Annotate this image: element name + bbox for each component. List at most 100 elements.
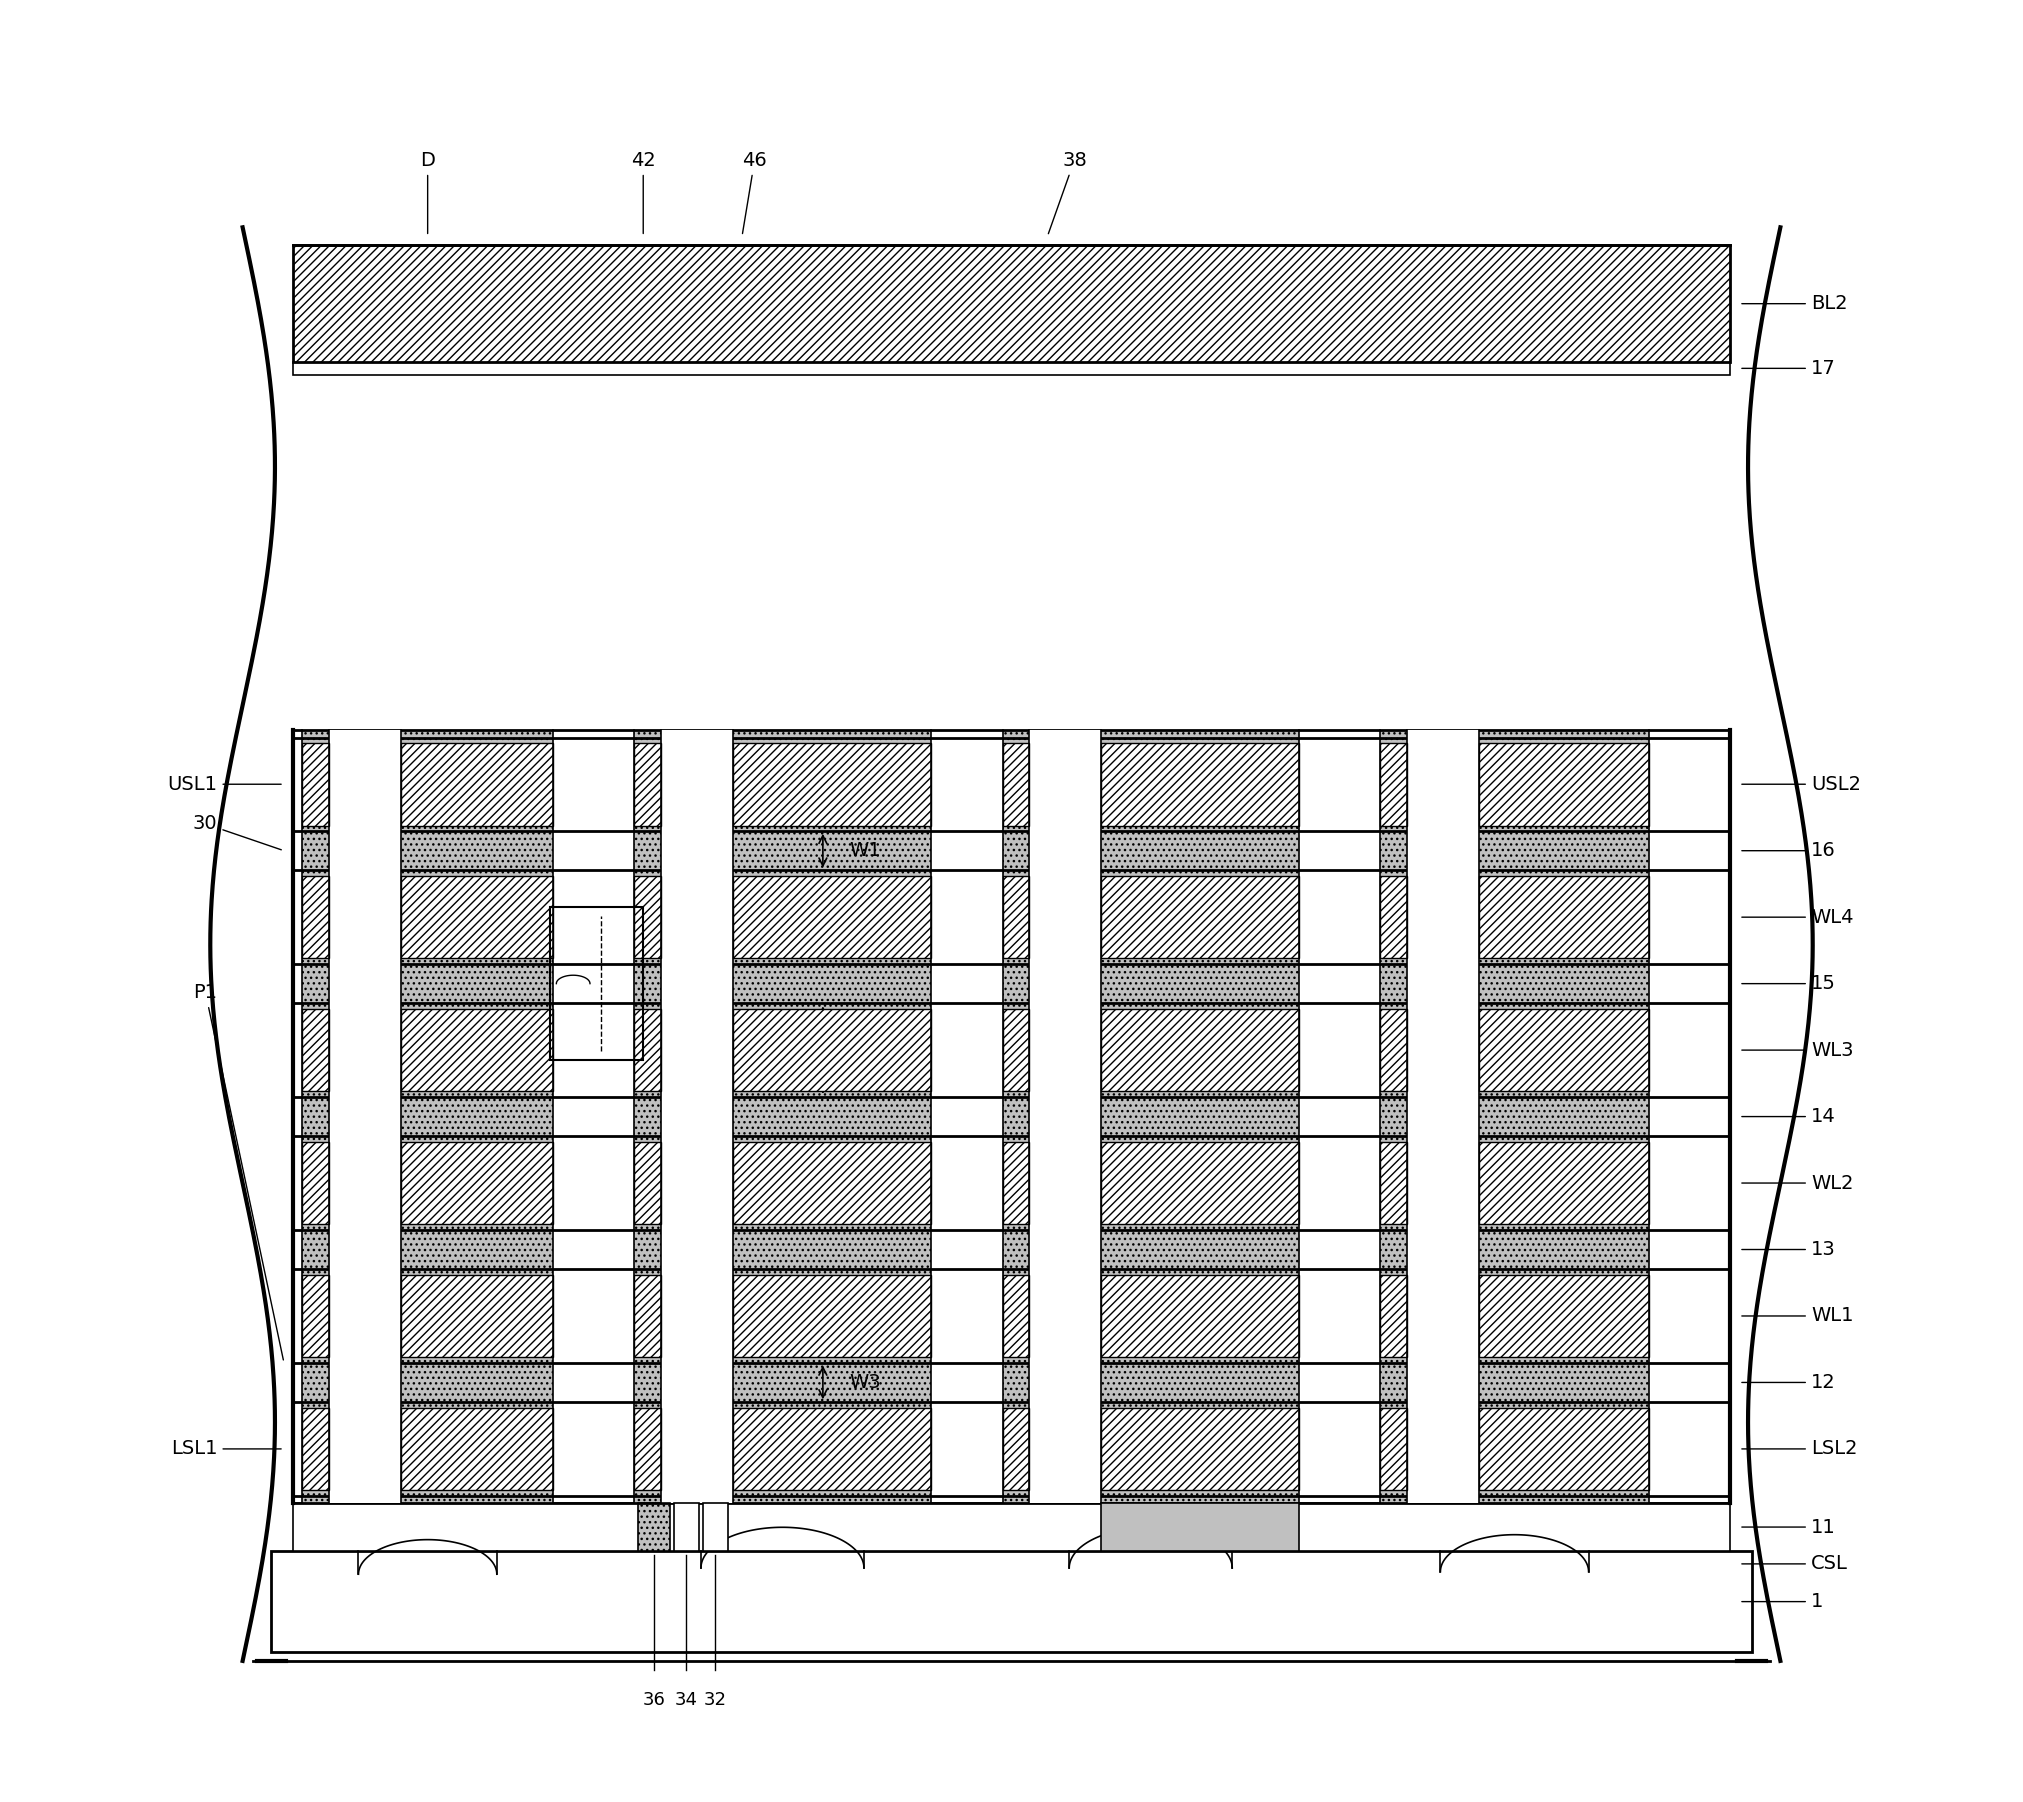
Bar [1479, 1274, 1649, 1357]
Text: WL3: WL3 [1742, 1040, 1853, 1060]
Bar [732, 1009, 931, 1092]
Bar [1101, 1142, 1299, 1224]
Text: W1: W1 [850, 842, 882, 860]
Bar [635, 1009, 662, 1092]
Bar [1003, 1142, 1030, 1224]
Bar [635, 876, 662, 959]
Bar [1101, 1274, 1299, 1357]
Bar [702, 1503, 728, 1552]
Bar [732, 1009, 931, 1092]
Bar [1479, 1407, 1649, 1490]
Bar [635, 1142, 662, 1224]
Bar [1003, 1407, 1030, 1490]
Bar [1380, 876, 1406, 959]
Bar [1101, 1407, 1299, 1490]
Bar [732, 742, 931, 825]
Bar [732, 742, 931, 825]
Bar [1003, 730, 1030, 1503]
Bar [401, 876, 554, 959]
Bar [550, 906, 643, 1060]
Bar [732, 876, 931, 959]
Bar [732, 876, 931, 959]
Bar [1380, 876, 1406, 959]
Bar [635, 730, 662, 1503]
Bar [1101, 876, 1299, 959]
Bar [271, 1552, 1752, 1652]
Bar [1101, 1142, 1299, 1224]
Text: 14: 14 [1742, 1106, 1835, 1126]
Bar [293, 730, 1730, 1503]
Bar [1479, 730, 1649, 1503]
Bar [401, 1407, 554, 1490]
Bar [1479, 742, 1649, 825]
Text: 46: 46 [742, 151, 767, 234]
Bar [1101, 730, 1299, 1503]
Bar [401, 1274, 554, 1357]
Bar [293, 245, 1730, 362]
Bar [401, 1009, 554, 1092]
Bar [1101, 742, 1299, 825]
Bar [1101, 1009, 1299, 1092]
Bar [401, 1274, 554, 1357]
Bar [301, 1009, 330, 1092]
Bar [1406, 730, 1479, 1503]
Bar [1003, 730, 1030, 1503]
Bar [1479, 1274, 1649, 1357]
Text: USL2: USL2 [1742, 775, 1861, 793]
Bar [401, 742, 554, 825]
Bar [301, 1274, 330, 1357]
Text: 38: 38 [1048, 151, 1086, 234]
Text: USL1: USL1 [168, 775, 281, 793]
Text: P1: P1 [194, 984, 283, 1361]
Bar [1479, 1142, 1649, 1224]
Text: 36: 36 [643, 1692, 666, 1710]
Bar [732, 1274, 931, 1357]
Bar [301, 876, 330, 959]
Bar [732, 1142, 931, 1224]
Text: 11: 11 [1742, 1517, 1835, 1537]
Text: D: D [421, 151, 435, 234]
Bar [330, 730, 401, 1503]
Text: 16: 16 [1742, 842, 1835, 860]
Bar [732, 730, 931, 1503]
Bar [301, 730, 330, 1503]
Bar [301, 1407, 330, 1490]
Text: W3: W3 [850, 1373, 882, 1391]
Text: 1: 1 [1742, 1593, 1823, 1611]
Bar [635, 1009, 662, 1092]
Bar [301, 1142, 330, 1224]
Bar [301, 876, 330, 959]
Bar [401, 1142, 554, 1224]
Bar [301, 742, 330, 825]
Text: 13: 13 [1742, 1240, 1835, 1260]
Bar [732, 730, 931, 1503]
Bar [293, 1503, 1730, 1552]
Bar [1101, 1009, 1299, 1092]
Bar [401, 1142, 554, 1224]
Bar [1030, 730, 1101, 1503]
Bar [662, 730, 732, 1503]
Bar [1003, 1274, 1030, 1357]
Text: 12: 12 [1742, 1373, 1835, 1391]
Text: WL4: WL4 [1742, 908, 1853, 926]
Bar [1003, 1407, 1030, 1490]
Bar [674, 1503, 698, 1552]
Bar [1380, 742, 1406, 825]
Bar [1003, 1274, 1030, 1357]
Text: CSL: CSL [1742, 1555, 1847, 1573]
Bar [635, 1407, 662, 1490]
Bar [1101, 876, 1299, 959]
Bar [293, 245, 1730, 362]
Bar [1380, 1407, 1406, 1490]
Bar [637, 1503, 670, 1552]
Bar [1003, 742, 1030, 825]
Bar [1003, 742, 1030, 825]
Text: LSL2: LSL2 [1742, 1440, 1857, 1458]
Bar [1479, 1407, 1649, 1490]
Bar [1479, 876, 1649, 959]
Bar [401, 1407, 554, 1490]
Bar [401, 876, 554, 959]
Bar [301, 730, 330, 1503]
Bar [301, 1274, 330, 1357]
Bar [1380, 1407, 1406, 1490]
